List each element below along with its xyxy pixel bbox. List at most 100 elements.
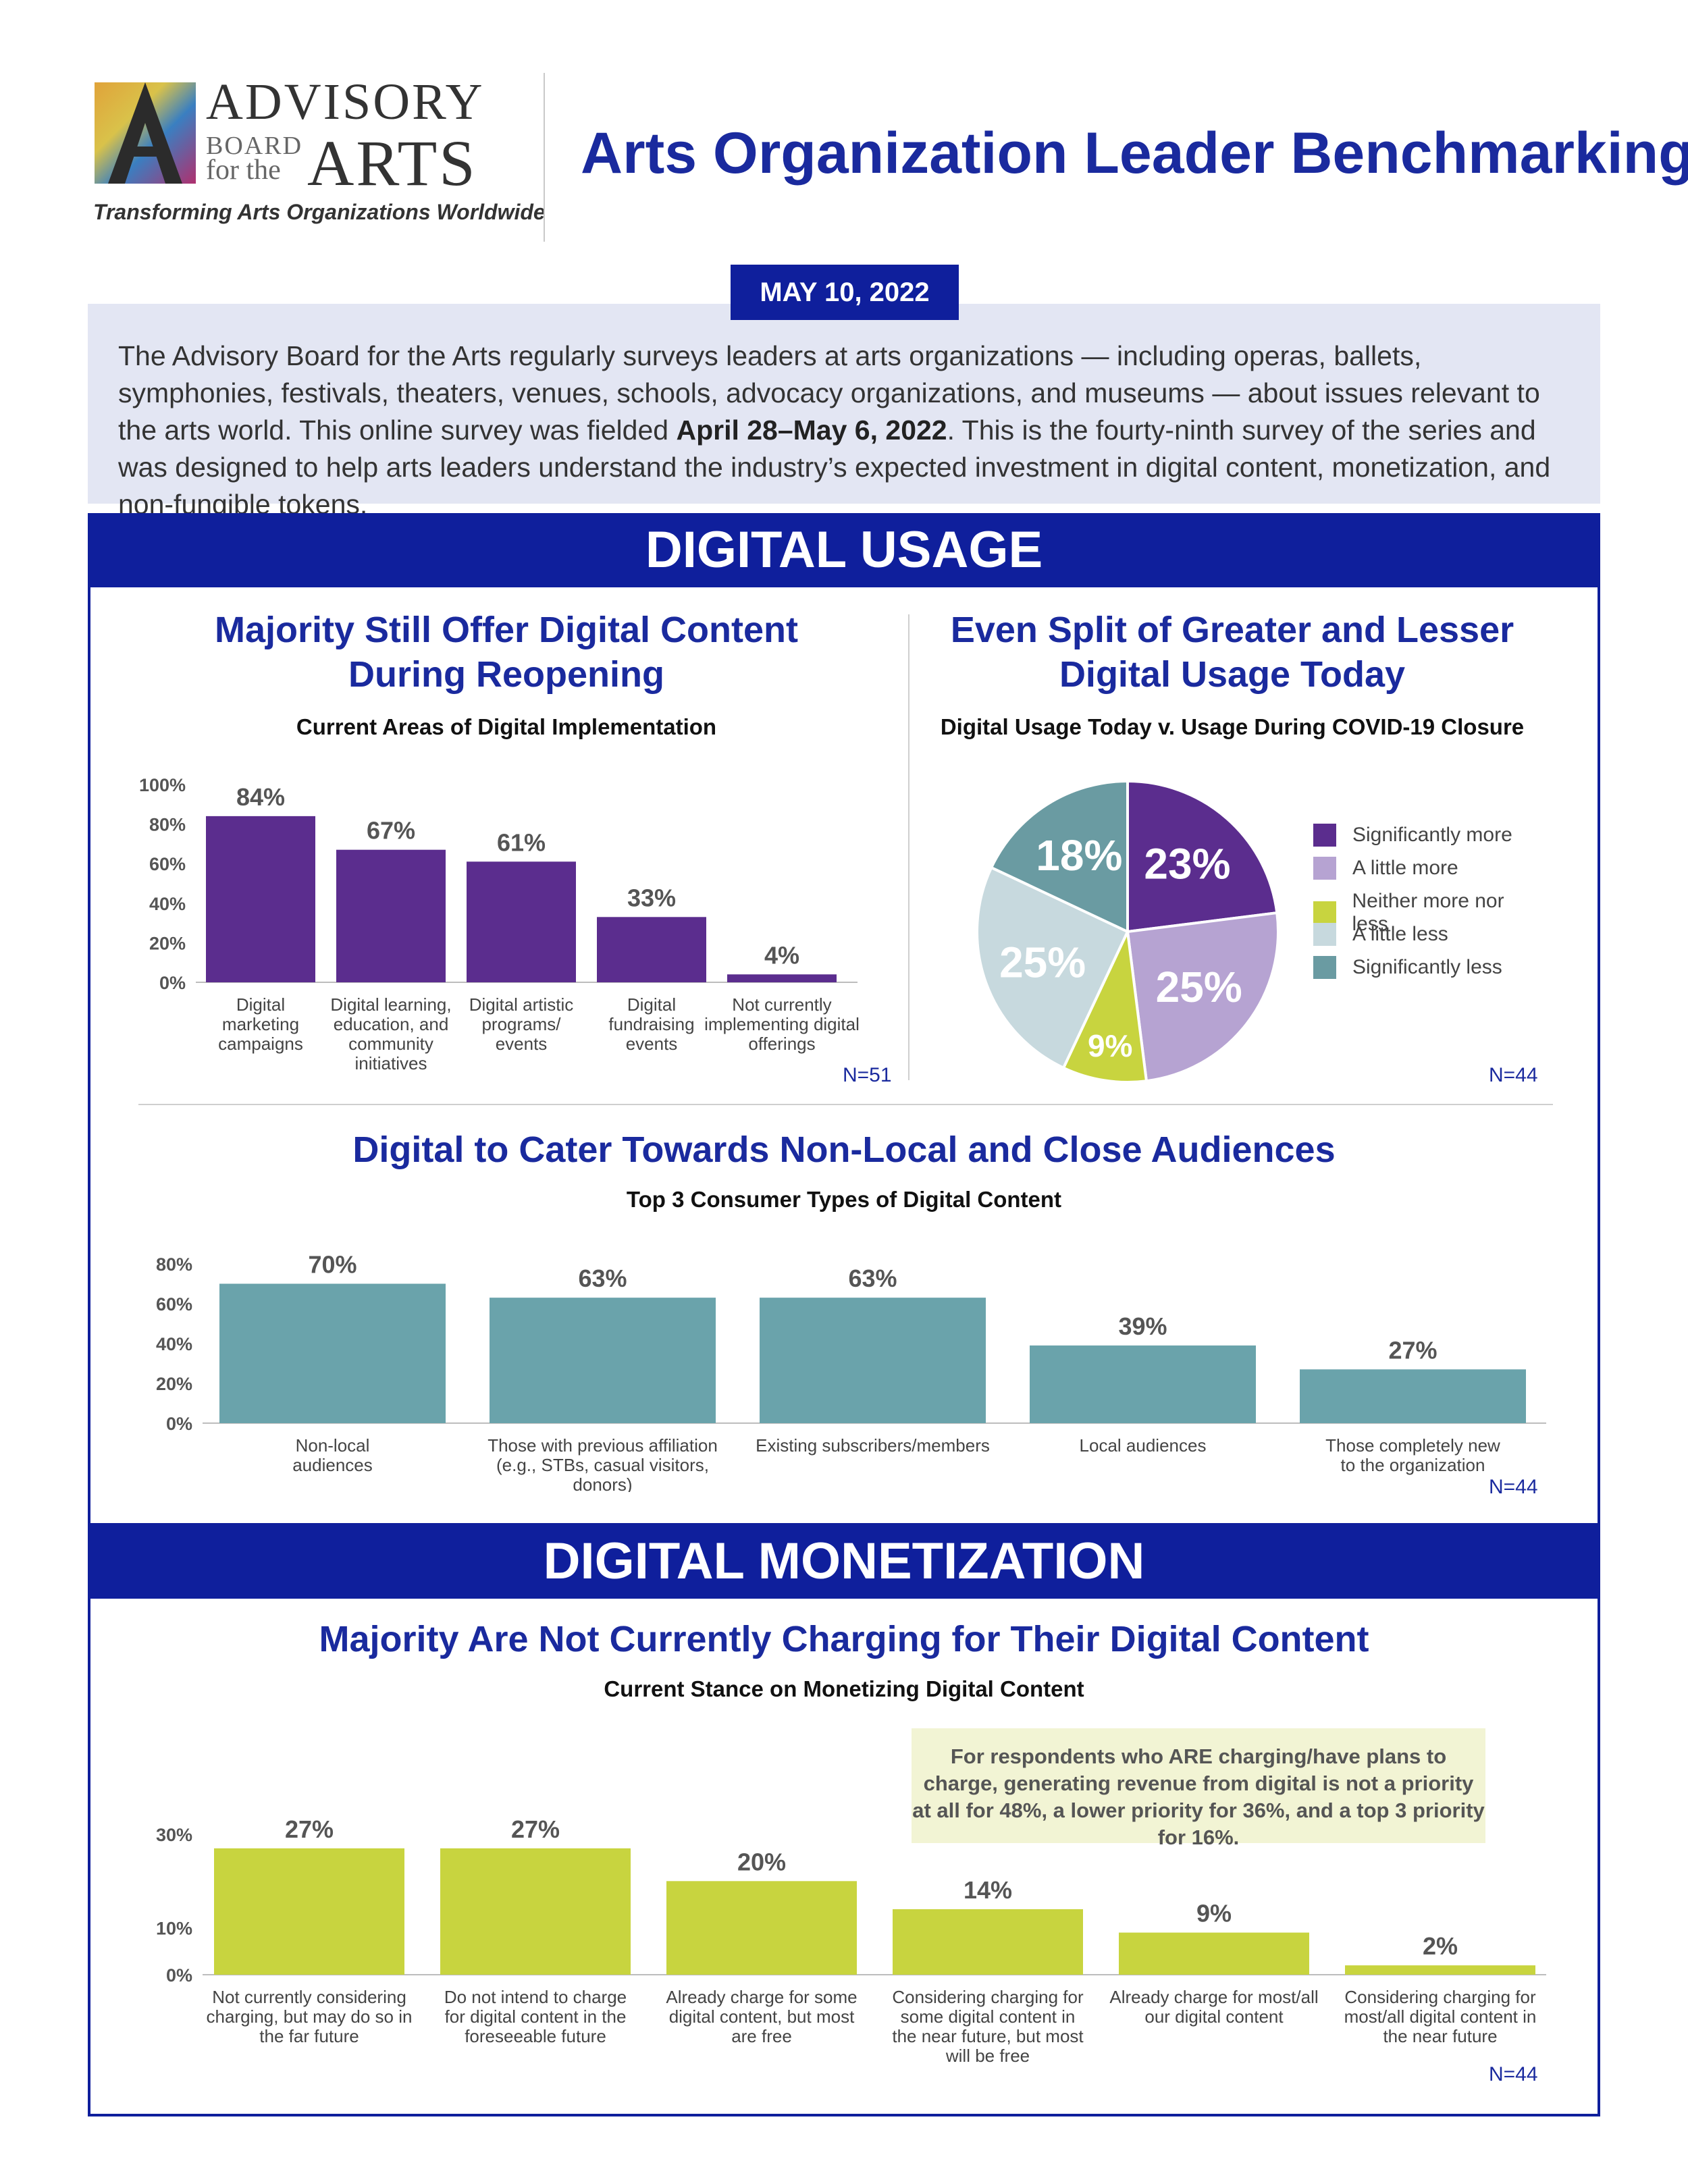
chart1-title: Majority Still Offer Digital Content Dur…	[135, 608, 878, 697]
chart3-category-label-line: Those with previous affiliation	[487, 1435, 718, 1456]
chart1-data-label: 67%	[367, 817, 415, 845]
chart4-ytick-label: 10%	[156, 1919, 192, 1939]
chart3-category-label-line: donors)	[573, 1474, 632, 1492]
chart1-ytick-label: 40%	[149, 894, 186, 914]
chart2-title: Even Split of Greater and Lesser Digital…	[912, 608, 1553, 697]
chart2-legend-label: Significantly less	[1352, 956, 1502, 978]
chart4-category-label-line: are free	[731, 2026, 792, 2046]
chart1-category-label: Digital fundraising events	[608, 994, 694, 1054]
chart1-category-label-line: Digital	[627, 994, 676, 1015]
chart4-category-label: Considering charging for most/all digital…	[1344, 1987, 1537, 2046]
chart1-ytick-label: 20%	[149, 933, 186, 953]
logo-word-advisory: ADVISORY	[206, 74, 485, 130]
tagline: Transforming Arts Organizations Worldwid…	[93, 200, 546, 224]
chart2-legend-label: Significantly more	[1352, 824, 1512, 846]
chart4-category-label-line: most/all digital content in	[1344, 2006, 1537, 2027]
chart2-slice-label: 25%	[1156, 963, 1242, 1011]
chart4-data-label: 2%	[1423, 1932, 1458, 1960]
date-badge: MAY 10, 2022	[731, 265, 959, 320]
chart1-category-label-line: campaigns	[218, 1034, 303, 1054]
chart4-category-label-line: will be free	[945, 2046, 1030, 2066]
chart1-category-label-line: initiatives	[355, 1053, 427, 1073]
chart4-category-label-line: Considering charging for	[1344, 1987, 1536, 2007]
chart4-bar	[666, 1881, 857, 1975]
chart4-data-label: 9%	[1196, 1900, 1232, 1927]
chart4-category-label: Not currently considering charging, but m…	[207, 1987, 413, 2046]
chart4-category-label: Do not intend to charge for digital conte…	[444, 1987, 627, 2046]
chart2-slice-label: 9%	[1088, 1028, 1132, 1063]
chart1-ytick-label: 0%	[159, 973, 186, 993]
chart3-bar-chart: 0% 20% 40% 60% 80% 70% Non-local audiences 63% Th…	[156, 1251, 1546, 1492]
chart2-slice-label: 25%	[999, 938, 1086, 986]
chart3-bar	[490, 1298, 716, 1423]
chart1-category-label: Digital learning, education, and community…	[330, 994, 451, 1073]
chart1-category-label-line: fundraising	[608, 1014, 694, 1034]
chart3-category-label: Local audiences	[1080, 1435, 1207, 1456]
chart3-data-label: 63%	[578, 1264, 627, 1292]
chart1-category-label-line: education, and	[334, 1014, 449, 1034]
chart1-data-label: 84%	[236, 783, 285, 811]
chart4-data-label: 20%	[737, 1848, 786, 1875]
chart4-bar	[214, 1848, 404, 1975]
chart1-subtitle: Current Areas of Digital Implementation	[296, 714, 717, 739]
chart3-category-label-line: (e.g., STBs, casual visitors,	[496, 1455, 709, 1475]
chart2-pie-slice	[1126, 779, 1279, 934]
chart4-bar	[1345, 1965, 1535, 1975]
chart2-legend-label: Neither more nor less	[1352, 890, 1504, 935]
chart1-category-label-line: Digital learning,	[330, 994, 451, 1015]
logo-word-board: BOARD	[206, 132, 303, 160]
chart3-ytick-label: 80%	[156, 1254, 192, 1275]
chart3-ytick-label: 0%	[166, 1414, 192, 1434]
chart4-callout: For respondents who ARE charging/have pl…	[912, 1728, 1485, 1849]
chart4-title: Majority Are Not Currently Charging for …	[319, 1619, 1369, 1659]
chart2-n: N=44	[1489, 1064, 1538, 1086]
chart1-category-label-line: Digital	[236, 994, 285, 1015]
chart2-legend: Significantly more A little more Neither m…	[1313, 824, 1543, 999]
chart-divider-horizontal	[138, 1104, 1553, 1105]
chart2-legend-label: A little less	[1352, 923, 1448, 945]
chart1-category-label-line: marketing	[222, 1014, 299, 1034]
intro-dates: April 28–May 6, 2022	[676, 415, 947, 446]
chart4-category-label-line: Already charge for most/all	[1109, 1987, 1318, 2007]
chart4-category-label-line: some digital content in	[901, 2006, 1076, 2027]
chart3-category-label: Non-local audiences	[292, 1435, 373, 1475]
chart3-data-label: 27%	[1388, 1336, 1437, 1364]
chart3-category-label: Existing subscribers/members	[756, 1435, 990, 1456]
section-header-digital-monetization: DIGITAL MONETIZATION	[88, 1524, 1600, 1599]
chart1-title-line2: During Reopening	[348, 654, 664, 695]
chart3-data-label: 39%	[1118, 1312, 1167, 1340]
chart1-category-label-line: Digital artistic	[469, 994, 574, 1015]
chart4-category-label-line: digital content, but most	[669, 2006, 855, 2027]
chart4-bar	[893, 1909, 1083, 1975]
chart2-title-line1: Even Split of Greater and Lesser	[950, 610, 1514, 650]
chart2-slice-label: 18%	[1036, 831, 1122, 880]
chart2-pie-slice	[1126, 911, 1280, 1083]
chart4-data-label: 27%	[511, 1815, 560, 1843]
chart3-ytick-label: 60%	[156, 1294, 192, 1314]
chart4-bar	[440, 1848, 631, 1975]
chart4-category-label-line: charging, but may do so in	[207, 2006, 413, 2027]
chart4-category-label-line: Do not intend to charge	[444, 1987, 627, 2007]
chart4-ytick-label: 30%	[156, 1825, 192, 1845]
chart2-pie-slice	[989, 779, 1129, 934]
chart2-legend-item: Significantly less	[1313, 956, 1502, 979]
chart3-data-label: 70%	[308, 1251, 357, 1279]
chart2-legend-label: A little more	[1352, 857, 1458, 879]
chart2-pie-slice	[1061, 926, 1149, 1084]
chart1-data-label: 61%	[497, 828, 546, 856]
chart1-category-label: Not currently implementing digital offerin…	[704, 994, 860, 1054]
logo-word-arts: ARTS	[307, 127, 477, 199]
chart3-bar	[1030, 1345, 1256, 1423]
chart1-category-label-line: programs/	[481, 1014, 561, 1034]
chart3-category-label: Those completely new to the organization	[1325, 1435, 1500, 1475]
chart2-legend-item: Neither more nor less	[1313, 890, 1543, 936]
chart1-category-label-line: events	[496, 1034, 548, 1054]
chart1-bar	[597, 917, 706, 982]
chart4-subtitle: Current Stance on Monetizing Digital Con…	[604, 1676, 1084, 1701]
chart3-category-label-line: to the organization	[1341, 1455, 1485, 1475]
chart1-category-label-line: implementing digital	[704, 1014, 860, 1034]
chart2-legend-swatch	[1313, 923, 1336, 946]
chart3-category-label-line: audiences	[292, 1455, 373, 1475]
chart1-bar	[206, 816, 315, 982]
chart4-category-label-line: the near future	[1383, 2026, 1497, 2046]
